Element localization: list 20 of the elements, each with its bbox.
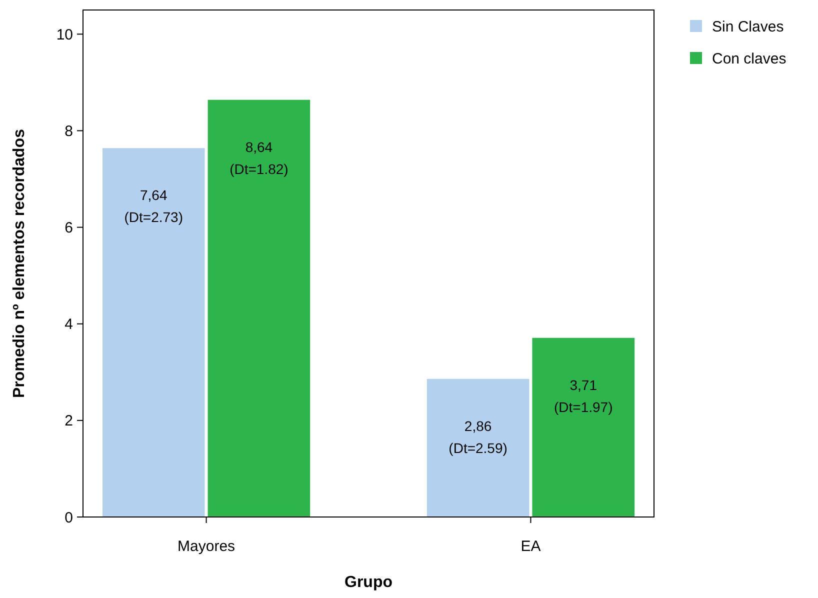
legend-label: Sin Claves <box>712 18 784 36</box>
bar <box>102 148 205 517</box>
y-tick-label: 4 <box>64 316 73 334</box>
x-axis-title: Grupo <box>344 574 393 591</box>
bar <box>208 100 310 517</box>
y-axis-title: Promedio nº elementos recordados <box>11 128 28 398</box>
y-tick-label: 8 <box>64 122 73 140</box>
y-tick-label: 10 <box>56 26 73 44</box>
y-tick-label: 2 <box>64 412 73 430</box>
y-tick-label: 0 <box>64 509 73 526</box>
data-label: 7,64 (Dt=2.73) <box>124 187 183 226</box>
x-tick-label: EA <box>520 538 541 555</box>
data-label: 3,71 (Dt=1.97) <box>554 376 613 415</box>
x-tick-label: Mayores <box>178 538 236 555</box>
data-label: 2,86 (Dt=2.59) <box>448 418 508 456</box>
data-label: 8,64 (Dt=1.82) <box>230 138 288 177</box>
y-tick-label: 6 <box>64 220 73 237</box>
bar <box>532 338 635 517</box>
legend-label: Con claves <box>712 50 786 68</box>
bar <box>426 378 530 517</box>
